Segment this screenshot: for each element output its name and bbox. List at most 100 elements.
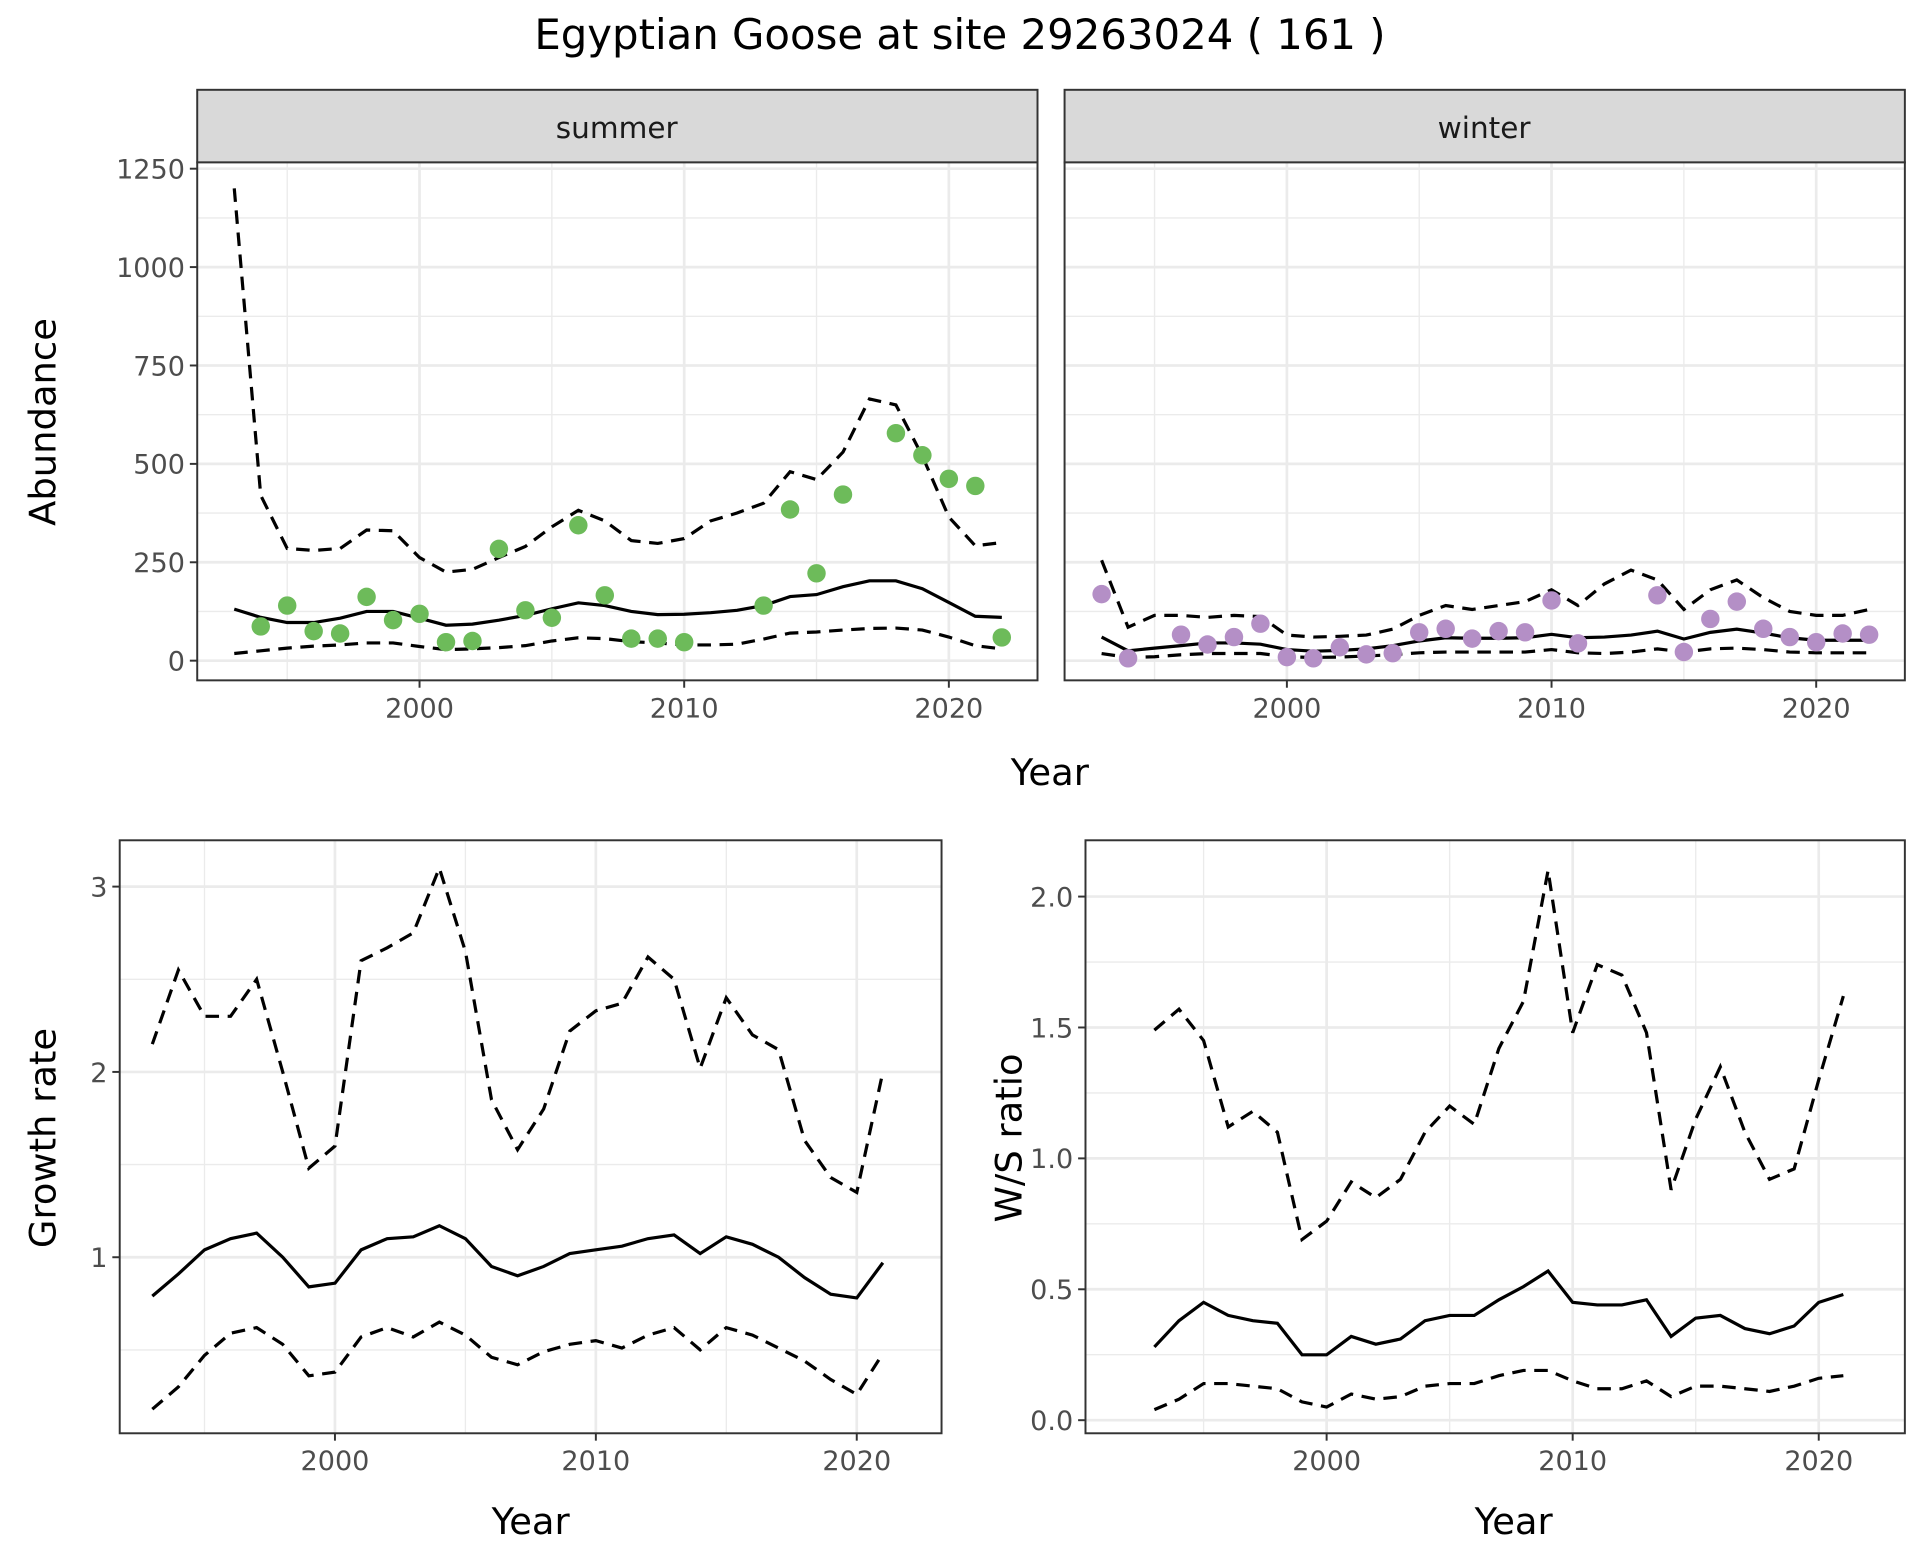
data-point-winter bbox=[1251, 614, 1270, 633]
data-point-winter bbox=[1198, 635, 1217, 654]
data-point-winter bbox=[1568, 634, 1588, 653]
x-tick-label: 2010 bbox=[1517, 693, 1586, 724]
data-point-winter bbox=[1542, 591, 1561, 610]
y-tick-label: 1000 bbox=[116, 253, 185, 284]
data-point-winter bbox=[1224, 627, 1244, 647]
y-tick-label: 0.5 bbox=[1030, 1275, 1073, 1306]
lower-bound-line bbox=[1101, 646, 1870, 660]
data-point-summer bbox=[383, 610, 403, 630]
data-point-winter bbox=[1171, 625, 1191, 644]
mean-line bbox=[233, 579, 1002, 627]
data-point-summer bbox=[251, 617, 270, 636]
data-point-summer bbox=[807, 564, 826, 583]
data-point-summer bbox=[622, 629, 641, 648]
data-point-summer bbox=[595, 586, 615, 605]
data-point-summer bbox=[780, 500, 800, 519]
data-point-summer bbox=[542, 608, 562, 627]
data-point-summer bbox=[516, 601, 535, 620]
data-point-summer bbox=[913, 445, 932, 465]
data-point-winter bbox=[1780, 627, 1799, 647]
lower-bound-line bbox=[234, 626, 1003, 656]
data-point-winter bbox=[1515, 623, 1535, 642]
upper-bound-line bbox=[1153, 870, 1845, 1243]
y-tick-label: 1.5 bbox=[1030, 1013, 1073, 1044]
data-point-winter bbox=[1754, 619, 1773, 639]
data-point-winter bbox=[1859, 625, 1879, 644]
lower-bound-line bbox=[151, 1320, 885, 1411]
panel-1-border bbox=[1063, 161, 1906, 682]
facet-strip-winter bbox=[1063, 88, 1906, 164]
y-tick-label: 0 bbox=[168, 647, 185, 678]
data-point-summer bbox=[674, 632, 694, 652]
data-point-summer bbox=[648, 629, 667, 648]
x-tick-label: 2000 bbox=[1292, 1446, 1361, 1477]
data-point-winter bbox=[1462, 629, 1482, 648]
data-point-winter bbox=[1833, 624, 1852, 643]
data-point-summer bbox=[833, 485, 853, 504]
y-axis-title-growth-rate: Growth rate bbox=[22, 1028, 65, 1248]
chart-title: Egyptian Goose at site 29263024 ( 161 ) bbox=[534, 10, 1385, 59]
y-tick-label: 0.0 bbox=[1030, 1406, 1073, 1437]
data-point-winter bbox=[1357, 645, 1376, 664]
upper-bound-line bbox=[150, 863, 885, 1195]
panel-3-border bbox=[1084, 839, 1906, 1435]
panel-0-background bbox=[197, 162, 1038, 681]
x-axis-title-ws-ratio: Year bbox=[1474, 1500, 1554, 1543]
mean-line bbox=[151, 1223, 885, 1300]
facet-strip-summer bbox=[196, 88, 1039, 164]
y-tick-label: 250 bbox=[133, 548, 185, 579]
y-tick-label: 1.0 bbox=[1030, 1144, 1073, 1175]
data-point-winter bbox=[1648, 586, 1667, 605]
panel-2-background bbox=[119, 840, 942, 1434]
data-point-winter bbox=[1727, 592, 1747, 611]
data-point-summer bbox=[489, 539, 509, 559]
data-point-winter bbox=[1092, 584, 1111, 604]
y-tick-label: 750 bbox=[133, 351, 185, 382]
data-point-winter bbox=[1701, 609, 1720, 629]
data-point-winter bbox=[1383, 643, 1402, 663]
data-point-summer bbox=[569, 516, 588, 535]
x-tick-label: 2010 bbox=[650, 693, 719, 724]
y-tick-label: 3 bbox=[90, 872, 107, 903]
data-point-winter bbox=[1409, 623, 1429, 642]
data-point-winter bbox=[1489, 621, 1508, 641]
x-tick-label: 2010 bbox=[1538, 1446, 1607, 1477]
facet-strip-label-summer: summer bbox=[556, 111, 679, 145]
x-tick-label: 2020 bbox=[1784, 1446, 1853, 1477]
upper-bound-line bbox=[232, 188, 1003, 574]
y-axis-title-abundance: Abundance bbox=[22, 318, 65, 526]
data-point-winter bbox=[1277, 647, 1297, 667]
data-point-winter bbox=[1806, 632, 1826, 652]
y-tick-label: 2.0 bbox=[1030, 882, 1073, 913]
x-tick-label: 2010 bbox=[561, 1446, 630, 1477]
data-point-winter bbox=[1436, 619, 1455, 639]
data-point-winter bbox=[1304, 649, 1323, 668]
lower-bound-line bbox=[1153, 1368, 1844, 1412]
y-tick-label: 500 bbox=[133, 450, 185, 481]
x-tick-label: 2020 bbox=[1782, 693, 1851, 724]
panel-2-border bbox=[118, 839, 943, 1435]
data-point-summer bbox=[992, 628, 1012, 647]
data-point-summer bbox=[886, 423, 906, 443]
x-axis-title-growth-rate: Year bbox=[491, 1500, 571, 1543]
facet-strip-label-winter: winter bbox=[1438, 111, 1532, 145]
x-tick-label: 2000 bbox=[1252, 693, 1321, 724]
panel-1-background bbox=[1064, 162, 1905, 681]
y-tick-label: 2 bbox=[90, 1058, 107, 1089]
data-point-winter bbox=[1674, 642, 1694, 662]
data-point-summer bbox=[277, 596, 297, 615]
mean-line bbox=[1153, 1268, 1844, 1357]
x-axis-title-abundance: Year bbox=[1010, 751, 1090, 794]
data-point-winter bbox=[1118, 649, 1138, 668]
data-point-summer bbox=[410, 604, 429, 624]
x-tick-label: 2000 bbox=[301, 1446, 370, 1477]
data-point-summer bbox=[966, 476, 985, 496]
x-tick-label: 2020 bbox=[822, 1446, 891, 1477]
y-tick-label: 1250 bbox=[116, 155, 185, 186]
data-point-summer bbox=[754, 596, 773, 615]
x-tick-label: 2020 bbox=[914, 693, 983, 724]
data-point-summer bbox=[463, 631, 482, 651]
data-point-winter bbox=[1330, 638, 1350, 657]
y-tick-label: 1 bbox=[90, 1243, 107, 1274]
